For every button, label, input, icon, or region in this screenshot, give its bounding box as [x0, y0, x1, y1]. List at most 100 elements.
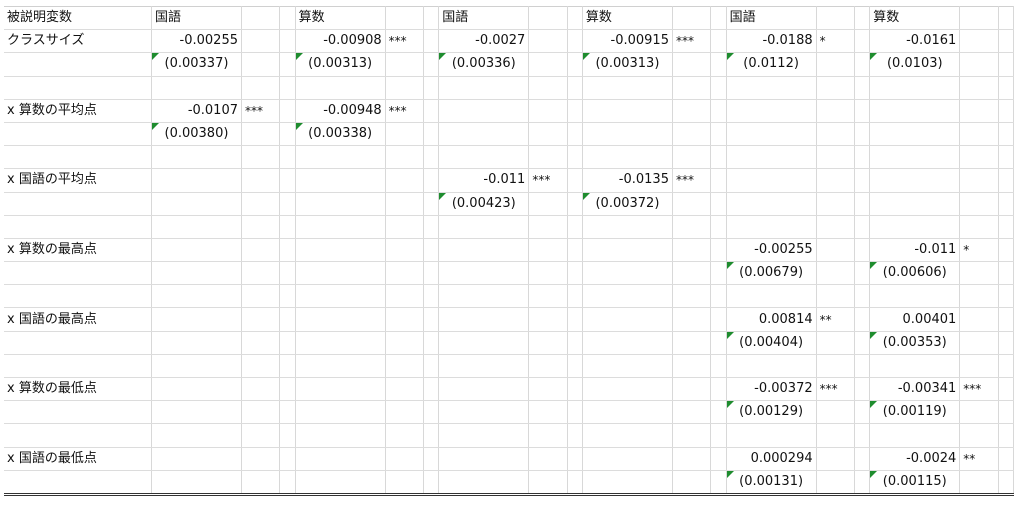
empty-cell[interactable] [854, 168, 871, 193]
empty-cell[interactable] [423, 122, 440, 147]
empty-cell[interactable] [295, 331, 386, 355]
empty-cell[interactable] [959, 284, 999, 309]
empty-cell[interactable] [998, 284, 1014, 309]
empty-cell[interactable] [241, 261, 281, 286]
empty-cell[interactable] [241, 52, 281, 77]
empty-cell[interactable] [423, 29, 440, 54]
empty-cell[interactable] [423, 192, 440, 216]
empty-cell[interactable] [672, 261, 712, 286]
empty-cell[interactable] [241, 238, 281, 263]
empty-cell[interactable] [959, 261, 999, 286]
empty-cell[interactable] [582, 145, 673, 170]
empty-cell[interactable] [672, 145, 712, 170]
empty-cell[interactable] [241, 377, 281, 402]
empty-cell[interactable] [726, 99, 817, 123]
empty-cell[interactable] [279, 52, 296, 77]
empty-cell[interactable] [710, 423, 727, 448]
empty-cell[interactable] [567, 470, 583, 496]
empty-cell[interactable] [423, 400, 440, 425]
empty-cell[interactable] [998, 377, 1014, 402]
empty-cell[interactable] [582, 215, 673, 239]
empty-cell[interactable] [279, 215, 296, 239]
empty-cell[interactable] [438, 307, 530, 332]
row-label[interactable]: x 算数の平均点 [4, 99, 152, 123]
empty-cell[interactable] [567, 192, 583, 216]
empty-cell[interactable] [528, 354, 568, 379]
empty-cell[interactable] [438, 99, 530, 123]
empty-cell[interactable] [151, 76, 243, 100]
empty-cell[interactable] [151, 400, 243, 425]
empty-cell[interactable] [151, 168, 243, 193]
empty-cell[interactable] [151, 470, 243, 496]
se-cell[interactable]: (0.00129) [726, 400, 817, 425]
empty-cell[interactable] [816, 331, 855, 355]
empty-cell[interactable] [567, 145, 583, 170]
empty-cell[interactable] [726, 122, 817, 147]
empty-cell[interactable] [672, 307, 712, 332]
header-label[interactable]: 被説明変数 [4, 5, 152, 31]
se-cell[interactable]: (0.00679) [726, 261, 817, 286]
se-cell[interactable]: (0.00115) [869, 470, 961, 496]
empty-cell[interactable] [567, 238, 583, 263]
stars-cell[interactable]: *** [385, 29, 424, 54]
coef-cell[interactable]: -0.011 [869, 238, 961, 263]
empty-cell[interactable] [672, 284, 712, 309]
empty-cell[interactable] [726, 354, 817, 379]
se-cell[interactable]: (0.00338) [295, 122, 386, 147]
empty-cell[interactable] [528, 470, 568, 496]
se-cell[interactable]: (0.00131) [726, 470, 817, 496]
empty-cell[interactable] [295, 377, 386, 402]
empty-cell[interactable] [385, 400, 424, 425]
empty-cell[interactable] [582, 423, 673, 448]
empty-cell[interactable] [423, 5, 440, 31]
empty-cell[interactable] [567, 447, 583, 471]
empty-cell[interactable] [959, 99, 999, 123]
empty-cell[interactable] [528, 284, 568, 309]
empty-cell[interactable] [816, 470, 855, 496]
empty-cell[interactable] [816, 122, 855, 147]
coef-cell[interactable]: -0.00908 [295, 29, 386, 54]
empty-cell[interactable] [998, 145, 1014, 170]
empty-cell[interactable] [854, 284, 871, 309]
empty-cell[interactable] [854, 307, 871, 332]
row-label[interactable]: x 国語の最低点 [4, 447, 152, 471]
empty-cell[interactable] [710, 354, 727, 379]
empty-cell[interactable] [423, 354, 440, 379]
empty-cell[interactable] [710, 168, 727, 193]
empty-cell[interactable] [279, 331, 296, 355]
empty-cell[interactable] [279, 423, 296, 448]
empty-cell[interactable] [582, 447, 673, 471]
empty-cell[interactable] [385, 145, 424, 170]
empty-cell[interactable] [295, 168, 386, 193]
empty-cell[interactable] [438, 145, 530, 170]
empty-cell[interactable] [438, 470, 530, 496]
empty-cell[interactable] [151, 284, 243, 309]
empty-cell[interactable] [295, 307, 386, 332]
empty-cell[interactable] [295, 215, 386, 239]
se-cell[interactable]: (0.0112) [726, 52, 817, 77]
empty-cell[interactable] [4, 423, 152, 448]
coef-cell[interactable]: -0.0024 [869, 447, 961, 471]
empty-cell[interactable] [295, 354, 386, 379]
empty-cell[interactable] [423, 261, 440, 286]
empty-cell[interactable] [151, 238, 243, 263]
empty-cell[interactable] [4, 284, 152, 309]
empty-cell[interactable] [279, 377, 296, 402]
empty-cell[interactable] [279, 354, 296, 379]
row-label[interactable]: x 算数の最低点 [4, 377, 152, 402]
empty-cell[interactable] [567, 29, 583, 54]
stars-cell[interactable] [528, 29, 568, 54]
empty-cell[interactable] [528, 423, 568, 448]
empty-cell[interactable] [582, 377, 673, 402]
empty-cell[interactable] [998, 5, 1014, 31]
empty-cell[interactable] [998, 76, 1014, 100]
empty-cell[interactable] [854, 261, 871, 286]
empty-cell[interactable] [528, 238, 568, 263]
stars-cell[interactable]: ** [959, 447, 999, 471]
empty-cell[interactable] [567, 354, 583, 379]
empty-cell[interactable] [582, 400, 673, 425]
empty-cell[interactable] [423, 238, 440, 263]
empty-cell[interactable] [4, 76, 152, 100]
empty-cell[interactable] [998, 122, 1014, 147]
empty-cell[interactable] [816, 215, 855, 239]
